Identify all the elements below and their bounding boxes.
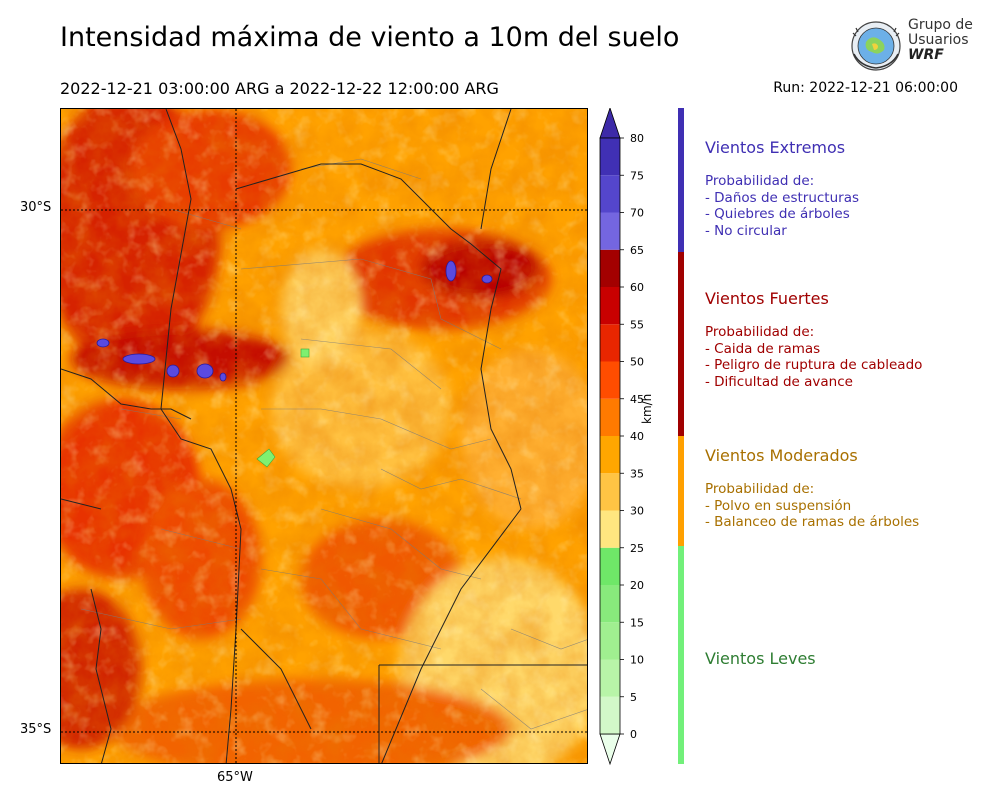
category-desc-line: Probabilidad de: [705, 481, 815, 497]
globe-icon [851, 21, 901, 71]
colorbar-segment [600, 696, 620, 734]
category-desc-line: - Daños de estructuras [705, 189, 860, 206]
category-desc-line: - Polvo en suspensión [705, 497, 852, 514]
category-bar-strong [678, 252, 684, 436]
logo-text: Grupo de Usuarios WRF [908, 18, 973, 63]
lat-label-30s: 30°S [20, 200, 52, 215]
colorbar-segment [600, 324, 620, 362]
colorbar-tick-label: 60 [630, 281, 644, 294]
logo-line1: Grupo de [908, 17, 973, 33]
colorbar-tick-label: 40 [630, 430, 644, 443]
colorbar-extend-over [599, 108, 621, 139]
colorbar-segment [600, 175, 620, 213]
category-desc-line: - No circular [705, 222, 787, 239]
category-bar-moderate [678, 436, 684, 546]
colorbar-segment [600, 622, 620, 660]
category-desc-line: - Quiebres de árboles [705, 206, 850, 222]
colorbar-tick-label: 15 [630, 616, 644, 629]
category-strong: Vientos Fuertes Probabilidad de: - Caida… [705, 289, 995, 390]
category-light: Vientos Leves [705, 649, 995, 668]
category-bar-light [678, 546, 684, 764]
colorbar-tick-label: 75 [630, 169, 644, 182]
category-desc-line: - Caida de ramas [705, 340, 821, 357]
colorbar-tick-label: 65 [630, 244, 644, 257]
period-label: 2022-12-21 03:00:00 ARG a 2022-12-22 12:… [60, 79, 499, 98]
wind-map [60, 108, 588, 764]
colorbar-segment [600, 659, 620, 697]
category-name: Vientos Leves [705, 649, 816, 668]
colorbar-tick-label: 5 [630, 691, 637, 704]
colorbar-tick-label: 70 [630, 207, 644, 220]
colorbar-tick-label: 80 [630, 132, 644, 145]
category-desc: Probabilidad de: - Daños de estructuras … [705, 173, 995, 239]
category-moderate: Vientos Moderados Probabilidad de: - Pol… [705, 446, 995, 531]
colorbar-segment [600, 138, 620, 176]
colorbar-segment [600, 547, 620, 585]
category-bar-extreme [678, 108, 684, 252]
colorbar-tick-label: 0 [630, 728, 637, 741]
logo-line3: WRF [908, 47, 944, 63]
colorbar-segment [600, 510, 620, 548]
wind-field [61, 109, 587, 763]
category-name: Vientos Extremos [705, 138, 846, 157]
colorbar-tick-label: 50 [630, 356, 644, 369]
colorbar-tick-label: 35 [630, 467, 644, 480]
colorbar-segment [600, 212, 620, 250]
colorbar-tick-label: 45 [630, 393, 644, 406]
colorbar-tick-label: 25 [630, 542, 644, 555]
chart-title: Intensidad máxima de viento a 10m del su… [60, 22, 680, 53]
category-desc-line: - Dificultad de avance [705, 373, 853, 390]
category-desc-line: Probabilidad de: [705, 324, 815, 340]
colorbar-segment [600, 436, 620, 474]
colorbar-extend-under [599, 733, 621, 766]
category-extreme: Vientos Extremos Probabilidad de: - Daño… [705, 138, 995, 239]
colorbar-tick-label: 10 [630, 654, 644, 667]
colorbar-segment [600, 473, 620, 511]
colorbar-segment [600, 585, 620, 623]
colorbar-unit: km/h [640, 393, 654, 424]
colorbar-segment [600, 249, 620, 287]
colorbar-segment [600, 361, 620, 399]
category-name: Vientos Moderados [705, 446, 858, 465]
colorbar-segments [599, 108, 621, 766]
colorbar: 0 5 10 15 20 25 30 35 40 45 50 55 60 65 70 75 80 [599, 108, 644, 766]
category-desc-line: Probabilidad de: [705, 173, 815, 189]
run-label: Run: 2022-12-21 06:00:00 [773, 80, 958, 96]
colorbar-tick-label: 20 [630, 579, 644, 592]
category-desc-line: - Peligro de ruptura de cableado [705, 357, 923, 373]
colorbar-tick-label: 55 [630, 318, 644, 331]
category-name: Vientos Fuertes [705, 289, 829, 308]
colorbar-ticks: 0 5 10 15 20 25 30 35 40 45 50 55 60 65 70 75 80 [620, 132, 644, 741]
colorbar-tick-label: 30 [630, 505, 644, 518]
colorbar-segment [600, 287, 620, 325]
lon-label-65w: 65°W [217, 770, 253, 785]
colorbar-segment [600, 398, 620, 436]
category-desc: Probabilidad de: - Polvo en suspensión -… [705, 481, 995, 531]
lat-label-35s: 35°S [20, 722, 52, 737]
logo-line2: Usuarios [908, 32, 969, 48]
category-desc-line: - Balanceo de ramas de árboles [705, 514, 920, 530]
category-desc: Probabilidad de: - Caida de ramas - Peli… [705, 324, 995, 390]
wrf-logo: Grupo de Usuarios WRF [848, 18, 978, 74]
